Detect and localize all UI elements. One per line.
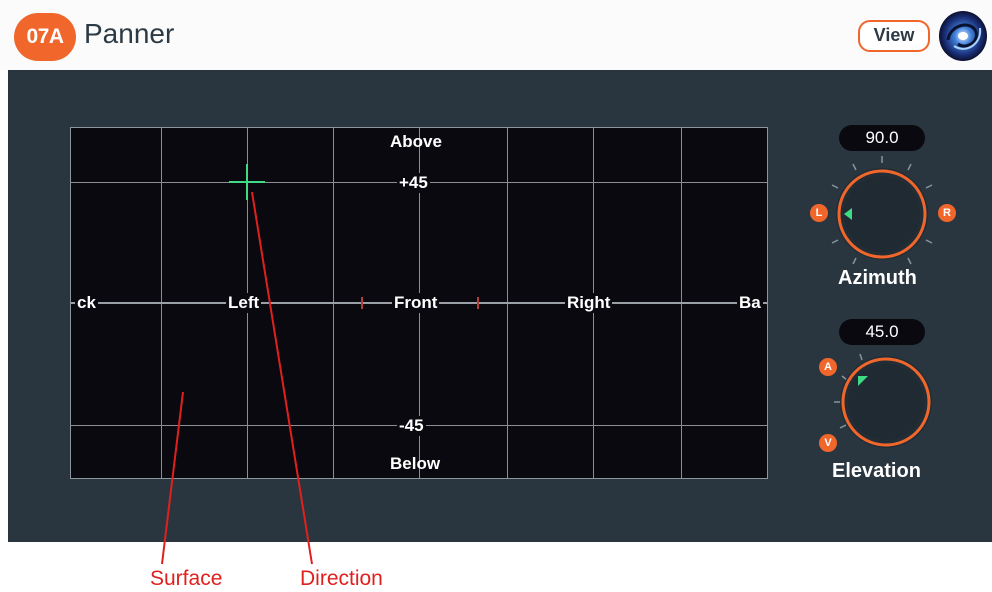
label-back-right: Ba <box>737 293 763 313</box>
elevation-value[interactable]: 45.0 <box>839 319 925 345</box>
azimuth-left-marker: L <box>810 204 828 222</box>
panner-surface[interactable]: Above +45 -45 Below ck Left Front Right … <box>70 127 768 479</box>
front-tick-right <box>477 297 479 309</box>
label-below: Below <box>390 454 441 473</box>
label-front: Front <box>392 293 440 313</box>
label-back-left: ck <box>75 293 98 313</box>
direction-crosshair-icon[interactable] <box>227 162 267 202</box>
swirl-logo-icon <box>939 11 987 61</box>
plugin-header: 07A Panner View <box>0 0 992 70</box>
annotation-surface: Surface <box>150 567 223 590</box>
label-right: Right <box>565 293 613 313</box>
elevation-below-marker: V <box>819 434 837 452</box>
annotation-direction: Direction <box>300 567 383 590</box>
elevation-above-marker: A <box>819 358 837 376</box>
elevation-label: Elevation <box>832 460 921 482</box>
label-left: Left <box>226 293 262 313</box>
view-button[interactable]: View <box>858 20 930 52</box>
label-minus-45: -45 <box>397 416 426 436</box>
azimuth-label: Azimuth <box>838 267 917 289</box>
azimuth-value[interactable]: 90.0 <box>839 125 925 151</box>
label-above: Above <box>390 132 442 151</box>
azimuth-right-marker: R <box>938 204 956 222</box>
azimuth-knob[interactable] <box>820 152 944 276</box>
elevation-knob[interactable] <box>820 346 944 462</box>
plugin-id-badge: 07A <box>14 13 76 61</box>
front-tick-left <box>361 297 363 309</box>
label-plus-45: +45 <box>397 173 430 193</box>
plugin-title: Panner <box>84 18 175 49</box>
